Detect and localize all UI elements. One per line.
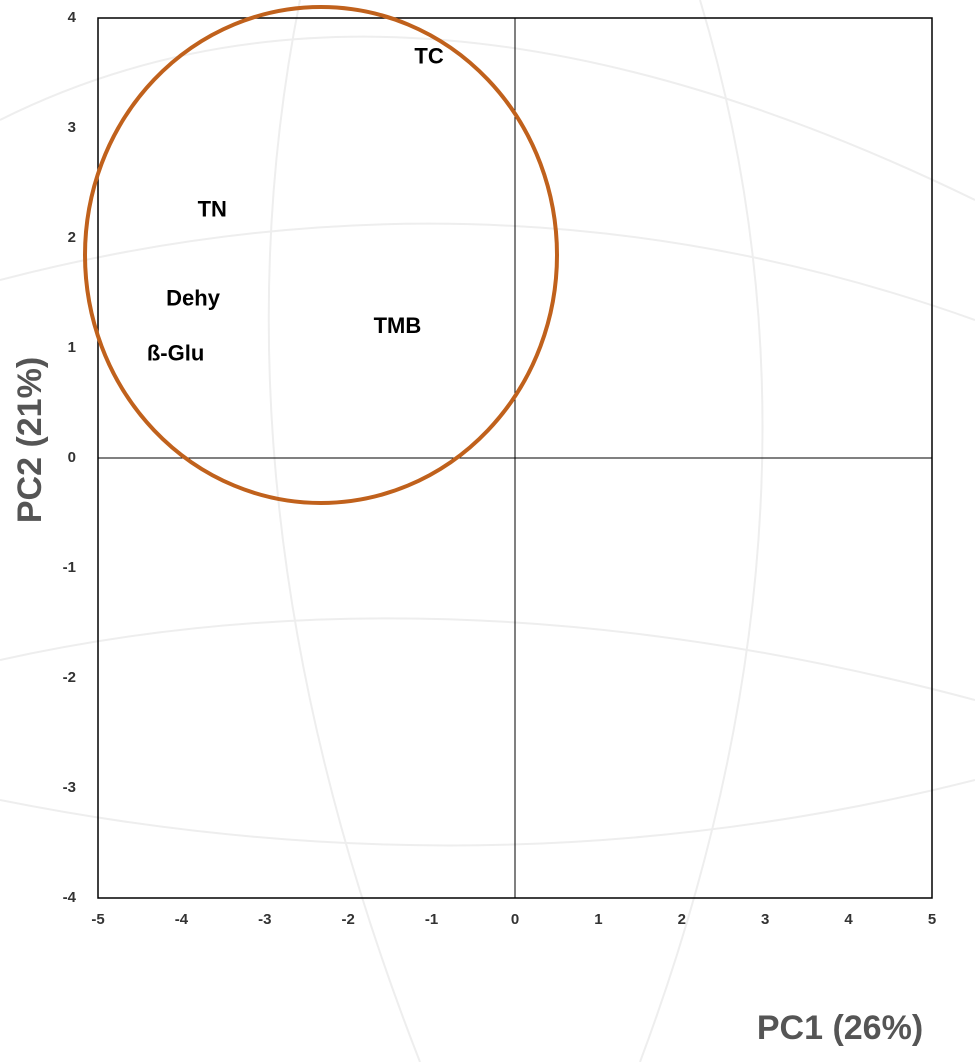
- x-tick-label: 2: [678, 911, 686, 928]
- y-tick-label: 0: [68, 449, 76, 466]
- x-tick-label: 0: [511, 911, 519, 928]
- chart: PC1 (26%) PC2 (21%) -5 -4 -3 -2 -1 0 1 2 3 4 5 -4 -3…: [0, 0, 975, 1062]
- arc: [269, 0, 420, 1062]
- x-tick-label: -2: [342, 911, 355, 928]
- x-tick-label: 4: [844, 911, 853, 928]
- y-tick-label: -3: [63, 779, 76, 796]
- y-tick-label: 1: [68, 339, 76, 356]
- point-label: TMB: [374, 313, 422, 338]
- highlight-ellipse: [85, 7, 557, 503]
- y-tick-label: 4: [68, 9, 77, 26]
- y-tick-label: 3: [68, 119, 76, 136]
- point-label: TC: [414, 43, 443, 68]
- y-axis-title: PC2 (21%): [11, 357, 49, 523]
- x-tick-label: 1: [594, 911, 602, 928]
- x-tick-label: 3: [761, 911, 769, 928]
- point-label: TN: [198, 196, 227, 221]
- y-tick-label: -4: [63, 889, 77, 906]
- point-label: Dehy: [166, 285, 221, 310]
- arc: [0, 618, 975, 700]
- x-tick-label: -1: [425, 911, 438, 928]
- arc: [0, 224, 975, 320]
- y-tick-label: -2: [63, 669, 76, 686]
- arc: [0, 780, 975, 845]
- x-axis-title: PC1 (26%): [757, 1009, 923, 1047]
- y-tick-label: 2: [68, 229, 76, 246]
- arc: [0, 37, 975, 200]
- x-tick-label: -4: [175, 911, 189, 928]
- arc: [640, 0, 763, 1062]
- x-tick-label: 5: [928, 911, 936, 928]
- background-arcs: [0, 0, 975, 1062]
- y-tick-label: -1: [63, 559, 76, 576]
- x-tick-label: -5: [91, 911, 104, 928]
- point-label: ß-Glu: [147, 340, 204, 365]
- x-tick-label: -3: [258, 911, 271, 928]
